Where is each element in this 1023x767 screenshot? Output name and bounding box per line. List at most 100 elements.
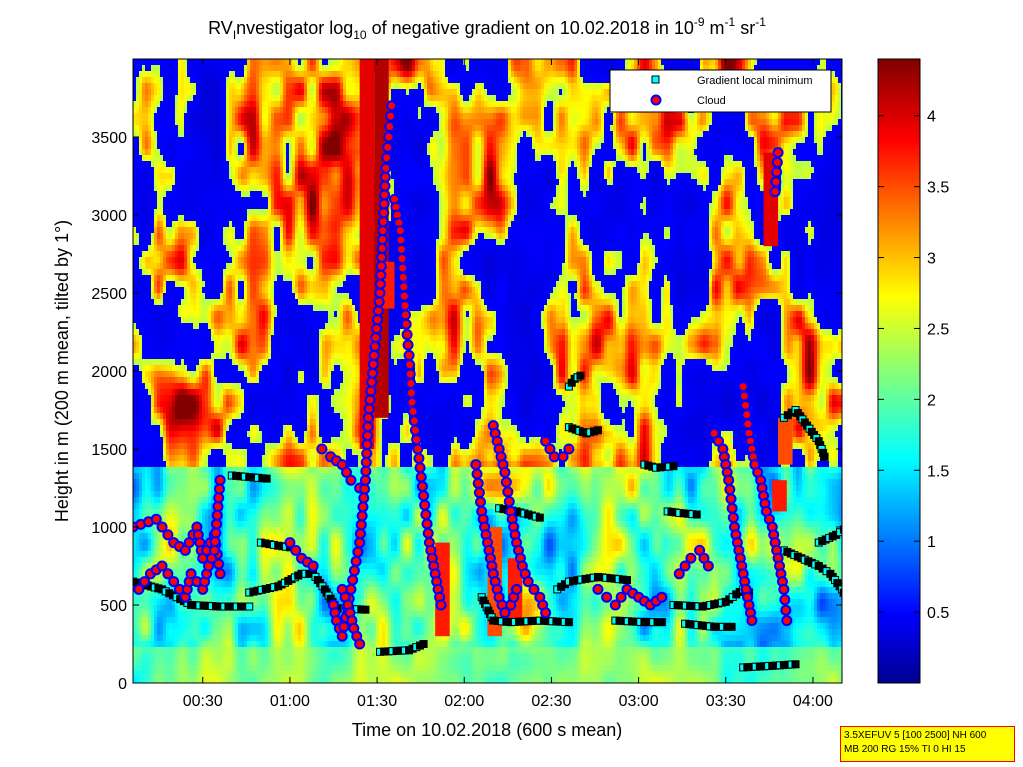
heatmap-cell (196, 287, 200, 294)
heatmap-cell (208, 299, 212, 306)
heatmap-cell (232, 347, 236, 354)
heatmap-cell (214, 197, 218, 204)
heatmap-cell (160, 137, 164, 144)
heatmap-cell (220, 125, 224, 132)
heatmap-cell (229, 593, 233, 600)
heatmap-cell (163, 407, 167, 414)
heatmap-cell (145, 503, 149, 510)
heatmap-cell (166, 629, 170, 636)
heatmap-cell (211, 251, 215, 258)
heatmap-cell (145, 335, 149, 342)
heatmap-cell (190, 89, 194, 96)
heatmap-cell (220, 419, 224, 426)
heatmap-cell (196, 623, 200, 630)
heatmap-cell (142, 533, 146, 540)
heatmap-cell (139, 89, 143, 96)
heatmap-cell (208, 365, 212, 372)
heatmap-cell (232, 227, 236, 234)
heatmap-cell (175, 143, 179, 150)
heatmap-cell (157, 359, 161, 366)
heatmap-cell (178, 491, 182, 498)
heatmap-cell (226, 137, 230, 144)
heatmap-cell (172, 125, 176, 132)
heatmap-cell (151, 221, 155, 228)
heatmap-cell (181, 227, 185, 234)
heatmap-cell (187, 431, 191, 438)
heatmap-cell (175, 413, 179, 420)
heatmap-cell (178, 257, 182, 264)
heatmap-cell (196, 197, 200, 204)
heatmap-cell (205, 275, 209, 282)
heatmap-cell (184, 203, 188, 210)
heatmap-cell (211, 665, 215, 672)
heatmap-cell (172, 641, 176, 648)
heatmap-cell (154, 299, 158, 306)
heatmap-cell (160, 89, 164, 96)
heatmap-cell (232, 173, 236, 180)
chart-title: RVInvestigator log10 of negative gradien… (208, 15, 766, 42)
heatmap-cell (220, 437, 224, 444)
heatmap-cell (157, 497, 161, 504)
heatmap-cell (208, 491, 212, 498)
heatmap-cell (229, 119, 233, 126)
heatmap-cell (223, 317, 227, 324)
heatmap-cell (208, 155, 212, 162)
heatmap-cell (154, 365, 158, 372)
heatmap-cell (232, 581, 236, 588)
heatmap-cell (169, 413, 173, 420)
heatmap-cell (160, 263, 164, 270)
heatmap-cell (145, 365, 149, 372)
heatmap-cell (136, 629, 140, 636)
heatmap-cell (214, 209, 218, 216)
heatmap-cell (181, 245, 185, 252)
heatmap-cell (232, 509, 236, 516)
heatmap-cell (202, 119, 206, 126)
heatmap-cell (160, 215, 164, 222)
heatmap-cell (163, 461, 167, 468)
heatmap-cell (136, 497, 140, 504)
heatmap-cell (217, 221, 221, 228)
heatmap-cell (178, 305, 182, 312)
heatmap-cell (196, 89, 200, 96)
heatmap-cell (199, 413, 203, 420)
heatmap-cell (154, 293, 158, 300)
heatmap-cell (142, 77, 146, 84)
heatmap-cell (199, 437, 203, 444)
heatmap-cell (232, 401, 236, 408)
heatmap-cell (181, 323, 185, 330)
heatmap-cell (148, 113, 152, 120)
heatmap-cell (202, 377, 206, 384)
heatmap-cell (175, 65, 179, 72)
heatmap-cell (139, 143, 143, 150)
heatmap-cell (196, 437, 200, 444)
heatmap-cell (136, 389, 140, 396)
heatmap-cell (220, 401, 224, 408)
heatmap-cell (151, 557, 155, 564)
heatmap-cell (184, 71, 188, 78)
heatmap-cell (145, 593, 149, 600)
heatmap-cell (193, 677, 197, 683)
heatmap-cell (229, 359, 233, 366)
heatmap-cell (139, 347, 143, 354)
heatmap-cell (193, 479, 197, 486)
heatmap-cell (205, 341, 209, 348)
heatmap-cell (163, 107, 167, 114)
heatmap-cell (160, 125, 164, 132)
heatmap-cell (160, 635, 164, 642)
heatmap-cell (175, 299, 179, 306)
heatmap-cell (154, 533, 158, 540)
heatmap-cell (214, 473, 218, 480)
heatmap-cell (160, 485, 164, 492)
heatmap-cell (190, 635, 194, 642)
heatmap-cell (226, 341, 230, 348)
heatmap-cell (202, 341, 206, 348)
heatmap-cell (196, 245, 200, 252)
heatmap-cell (211, 575, 215, 582)
heatmap-cell (226, 569, 230, 576)
heatmap-cell (232, 533, 236, 540)
heatmap-cell (154, 611, 158, 618)
heatmap-cell (178, 335, 182, 342)
heatmap-cell (172, 389, 176, 396)
heatmap-cell (166, 563, 170, 570)
heatmap-cell (148, 191, 152, 198)
